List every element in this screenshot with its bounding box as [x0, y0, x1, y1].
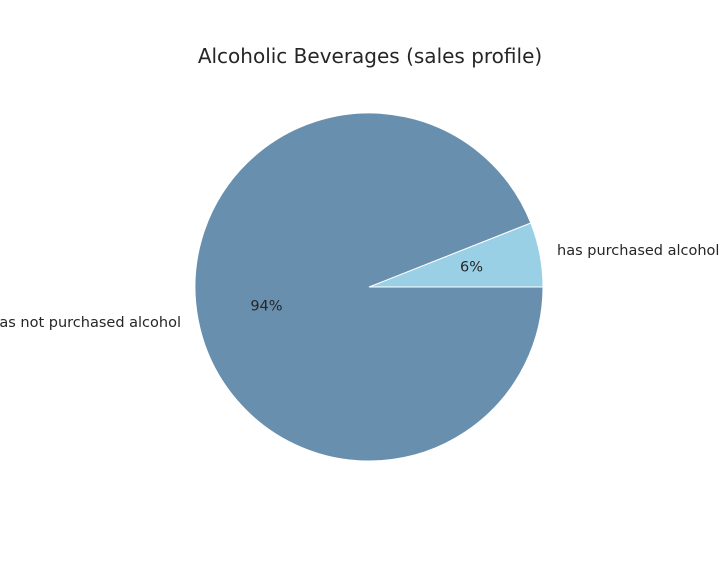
- pie-labels: 6% has purchased alcohol 94% has not purcha…: [0, 243, 719, 331]
- pie-slice-1: [194, 112, 544, 462]
- pie-category-label-0: has purchased alcohol: [557, 243, 719, 259]
- pie-category-label-1: has not purchased alcohol: [0, 315, 181, 331]
- chart-title: Alcoholic Beverages (sales profile): [198, 44, 542, 68]
- pie-pct-label-1: 94%: [250, 299, 282, 315]
- pie-slices: [194, 112, 544, 462]
- pie-pct-label-0: 6%: [460, 259, 483, 275]
